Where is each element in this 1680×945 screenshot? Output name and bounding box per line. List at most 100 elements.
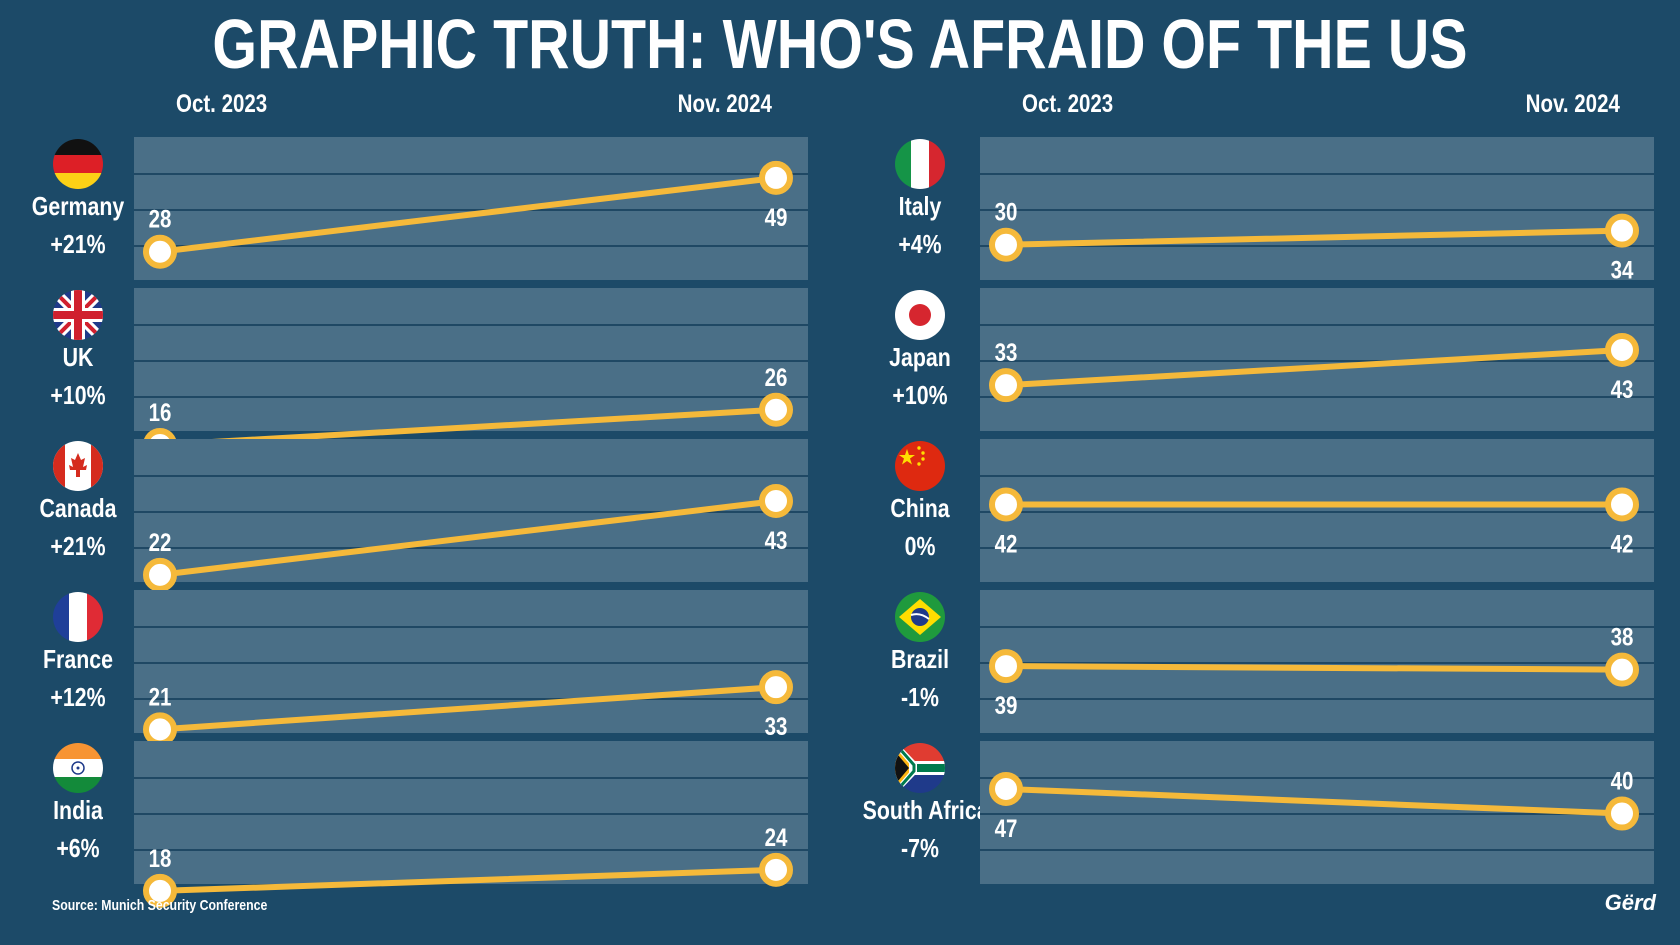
data-label-end: 33 bbox=[765, 712, 788, 740]
change-percent: 0% bbox=[904, 531, 936, 561]
data-label-start: 28 bbox=[149, 205, 172, 233]
chart-panel-italy: 30 34 bbox=[980, 137, 1654, 284]
italy-flag-icon bbox=[895, 139, 945, 189]
chart-panel-germany: 28 49 bbox=[134, 137, 808, 280]
series-line-brazil bbox=[1003, 663, 1625, 673]
column-header-start-left: Oct. 2023 bbox=[176, 90, 268, 118]
data-point-start bbox=[989, 649, 1023, 684]
data-point-end bbox=[759, 392, 793, 427]
chart-panel-france: 21 33 bbox=[134, 590, 808, 747]
chart-panel-japan: 33 43 bbox=[980, 288, 1654, 431]
data-label-end: 38 bbox=[1611, 623, 1634, 651]
chart-panel-uk: 16 26 bbox=[134, 288, 808, 462]
country-name: Italy bbox=[898, 191, 942, 221]
data-point-start bbox=[989, 771, 1023, 806]
country-name: China bbox=[890, 493, 950, 523]
china-flag-icon bbox=[895, 441, 945, 491]
series-line-india bbox=[157, 866, 779, 894]
country-label-uk: UK +10% bbox=[8, 288, 148, 411]
country-label-brazil: Brazil -1% bbox=[850, 590, 990, 713]
chart-panel-india: 18 24 bbox=[134, 741, 808, 908]
change-percent: +21% bbox=[50, 531, 106, 561]
country-label-germany: Germany +21% bbox=[8, 137, 148, 260]
column-header-end-left: Nov. 2024 bbox=[677, 90, 772, 118]
change-percent: +10% bbox=[50, 380, 106, 410]
germany-flag-icon bbox=[53, 139, 103, 189]
data-label-start: 21 bbox=[149, 682, 172, 710]
data-label-end: 43 bbox=[765, 526, 788, 554]
data-point-start bbox=[989, 368, 1023, 403]
series-line-italy bbox=[1003, 227, 1625, 248]
country-name: South Africa bbox=[862, 795, 989, 825]
data-label-end: 34 bbox=[1611, 256, 1634, 284]
source-note: Source: Munich Security Conference bbox=[52, 897, 268, 914]
data-point-end bbox=[1605, 487, 1639, 522]
chart-title: GRAPHIC TRUTH: WHO'S AFRAID OF THE US bbox=[212, 5, 1468, 83]
data-point-start bbox=[143, 234, 177, 269]
country-name: Canada bbox=[39, 493, 117, 523]
data-label-start: 22 bbox=[149, 528, 172, 556]
change-percent: +10% bbox=[892, 380, 948, 410]
country-label-south-africa: South Africa -7% bbox=[850, 741, 990, 864]
country-label-canada: Canada +21% bbox=[8, 439, 148, 562]
chart-panel-canada: 22 43 bbox=[134, 439, 808, 592]
data-label-end: 24 bbox=[765, 823, 788, 851]
change-percent: -1% bbox=[901, 682, 939, 712]
data-label-start: 39 bbox=[995, 691, 1018, 719]
country-label-france: France +12% bbox=[8, 590, 148, 713]
series-line-canada bbox=[157, 498, 779, 578]
country-name: India bbox=[53, 795, 103, 825]
series-line-south-africa bbox=[1003, 785, 1625, 817]
data-point-end bbox=[1605, 213, 1639, 248]
data-label-start: 18 bbox=[149, 844, 172, 872]
column-header-start-right: Oct. 2023 bbox=[1022, 90, 1114, 118]
change-percent: +4% bbox=[898, 229, 942, 259]
country-label-japan: Japan +10% bbox=[850, 288, 990, 411]
country-label-italy: Italy +4% bbox=[850, 137, 990, 260]
change-percent: +6% bbox=[56, 833, 100, 863]
data-point-start bbox=[143, 873, 177, 908]
data-point-end bbox=[759, 160, 793, 195]
data-label-start: 30 bbox=[995, 198, 1018, 226]
data-label-start: 16 bbox=[149, 398, 172, 426]
country-name: UK bbox=[62, 342, 94, 372]
canada-flag-icon bbox=[53, 441, 103, 491]
data-label-end: 49 bbox=[765, 203, 788, 231]
data-point-end bbox=[759, 852, 793, 887]
data-point-start bbox=[989, 227, 1023, 262]
column-header-end-right: Nov. 2024 bbox=[1525, 90, 1620, 118]
india-flag-icon bbox=[53, 743, 103, 793]
uk-flag-icon bbox=[53, 290, 103, 340]
chart-panel-china: 42 42 bbox=[980, 439, 1654, 582]
brand-logo: Gërd bbox=[1604, 890, 1656, 915]
country-name: Japan bbox=[889, 342, 951, 372]
change-percent: +21% bbox=[50, 229, 106, 259]
brazil-flag-icon bbox=[895, 592, 945, 642]
country-name: France bbox=[43, 644, 113, 674]
data-point-start bbox=[143, 557, 177, 592]
data-point-end bbox=[759, 670, 793, 705]
country-label-india: India +6% bbox=[8, 741, 148, 864]
chart-panel-brazil: 39 38 bbox=[980, 590, 1654, 733]
data-label-start: 33 bbox=[995, 338, 1018, 366]
series-line-germany bbox=[157, 174, 779, 255]
data-label-end: 42 bbox=[1611, 530, 1634, 558]
france-flag-icon bbox=[53, 592, 103, 642]
country-name: Brazil bbox=[890, 644, 950, 674]
data-point-end bbox=[1605, 652, 1639, 687]
chart-panel-south-africa: 47 40 bbox=[980, 741, 1654, 884]
data-label-end: 26 bbox=[765, 363, 788, 391]
data-label-start: 42 bbox=[995, 530, 1018, 558]
data-point-start bbox=[989, 487, 1023, 522]
data-label-end: 40 bbox=[1611, 767, 1634, 795]
data-point-end bbox=[1605, 333, 1639, 368]
data-point-end bbox=[1605, 796, 1639, 831]
data-point-start bbox=[143, 712, 177, 747]
series-line-france bbox=[157, 684, 779, 733]
change-percent: -7% bbox=[901, 833, 939, 863]
change-percent: +12% bbox=[50, 682, 106, 712]
country-label-china: China 0% bbox=[850, 439, 990, 562]
south-africa-flag-icon bbox=[895, 743, 945, 793]
series-line-japan bbox=[1003, 347, 1625, 389]
data-point-end bbox=[759, 484, 793, 519]
